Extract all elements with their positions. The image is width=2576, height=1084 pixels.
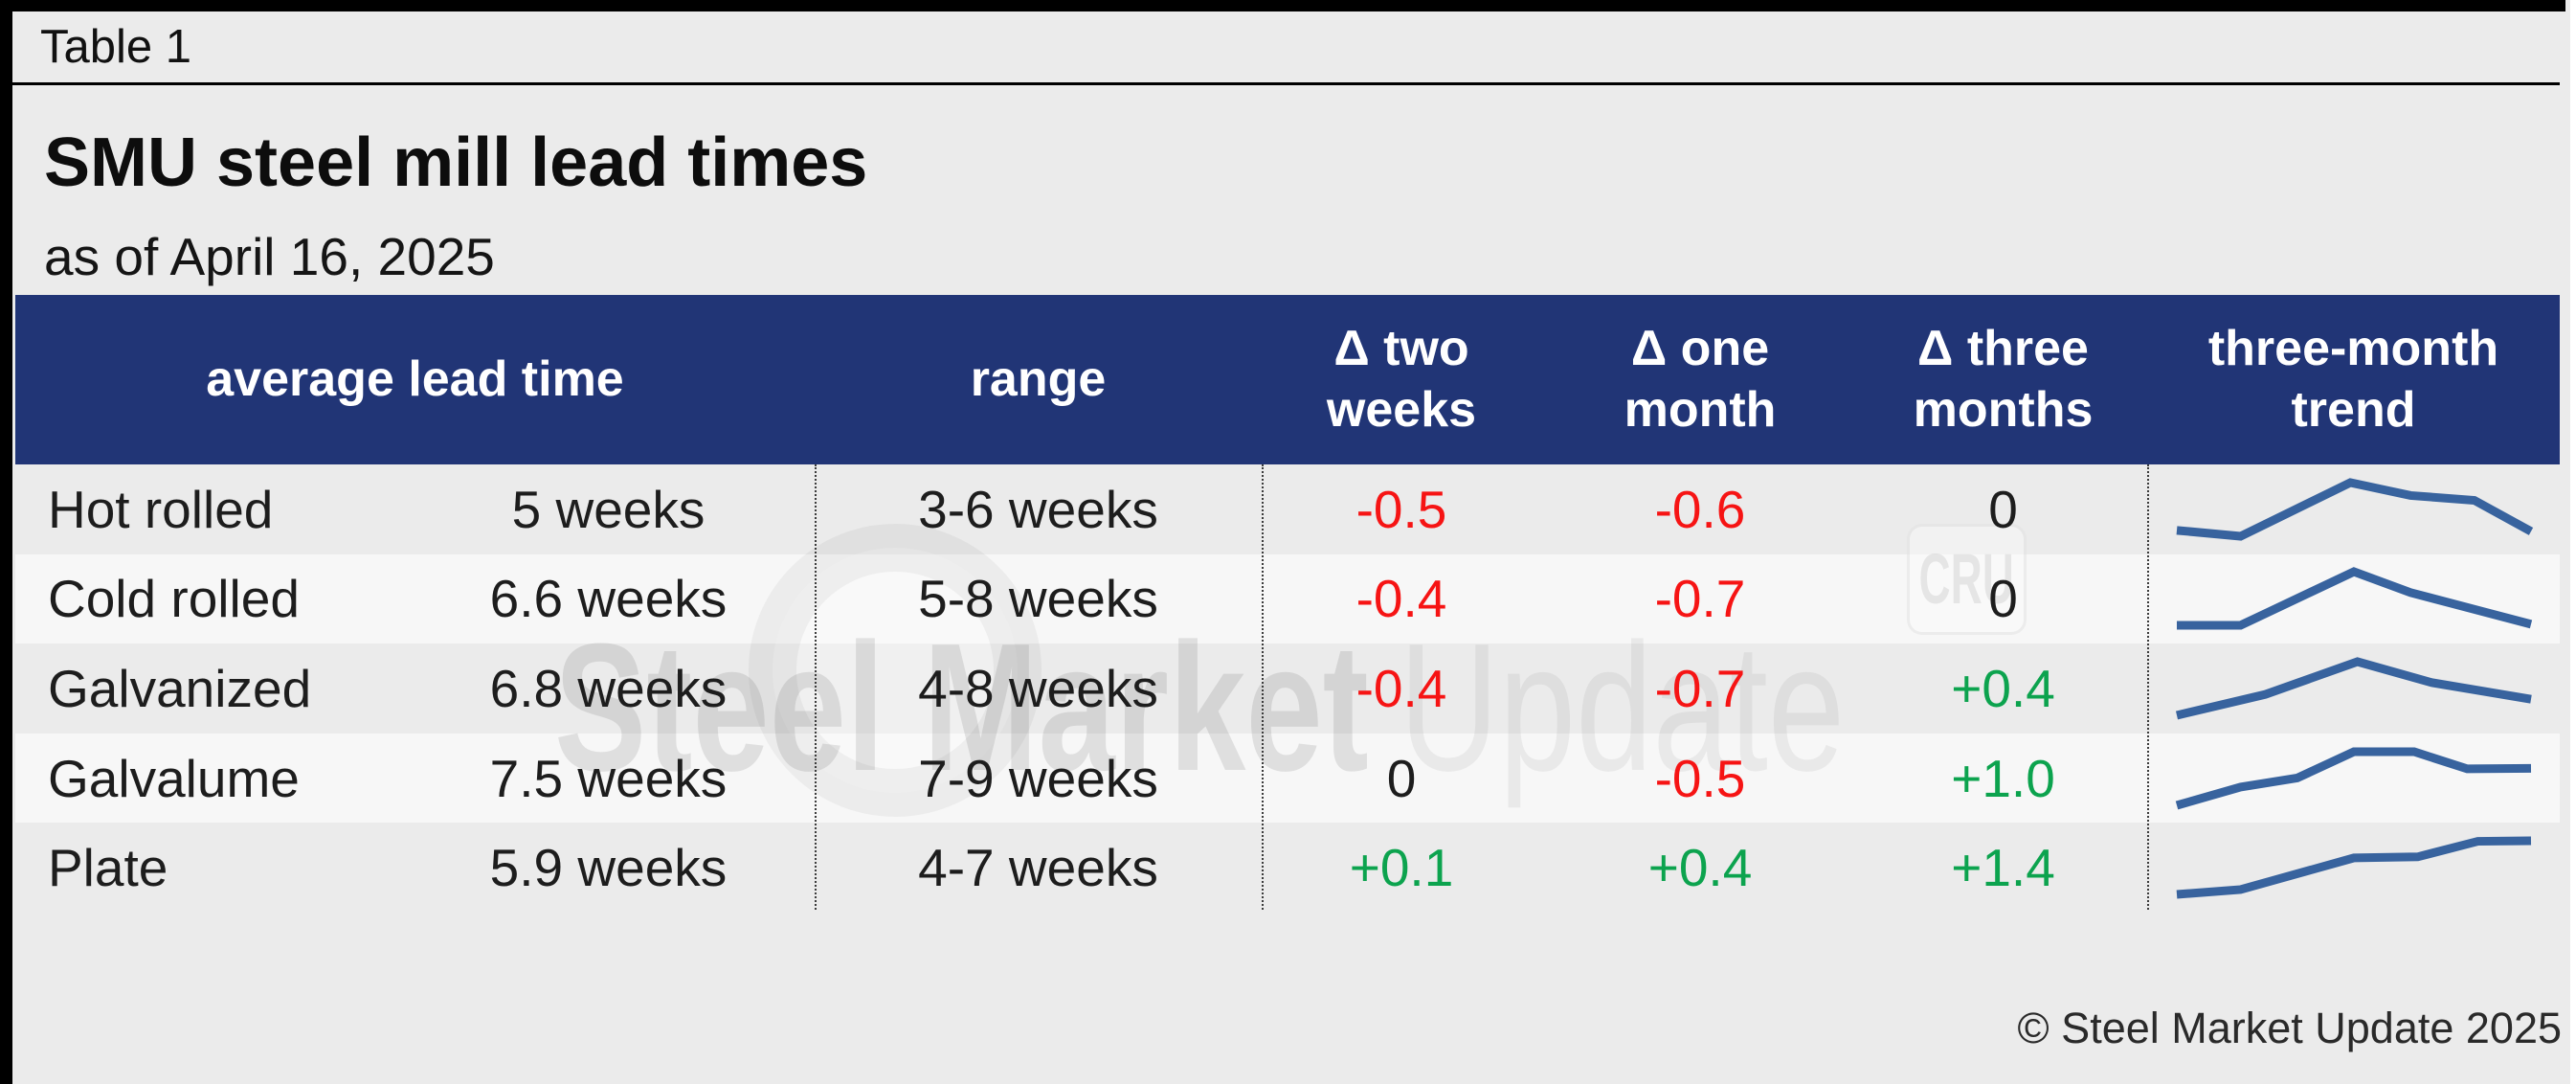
header-three-month-trend: three-month trend <box>2207 321 2499 438</box>
product-name: Plate <box>48 838 168 898</box>
product-name: Cold rolled <box>48 569 300 629</box>
product-name: Hot rolled <box>48 479 274 539</box>
header-delta-one-month: Δ one month <box>1624 321 1777 438</box>
range-value: 4-8 weeks <box>918 658 1158 718</box>
delta-three-months-value: 0 <box>1988 479 2018 539</box>
sparkline-svg <box>2177 572 2531 625</box>
delta-three-months-value: +1.4 <box>1951 838 2055 898</box>
delta-two-weeks-value: -0.4 <box>1355 569 1447 629</box>
copyright: © Steel Market Update 2025 <box>2017 1004 2562 1052</box>
avg-lead-time-value: 7.5 weeks <box>489 748 728 808</box>
delta-two-weeks-value: +0.1 <box>1349 838 1454 898</box>
column-separator <box>815 464 817 910</box>
header-delta-three-months: Δ three months <box>1913 321 2094 438</box>
delta-one-month-value: -0.7 <box>1654 569 1746 629</box>
avg-lead-time-value: 5 weeks <box>511 479 706 539</box>
right-edge-strip <box>2570 0 2576 1084</box>
trend-sparkline <box>2147 644 2560 734</box>
table-row: Cold rolled 6.6 weeks 5-8 weeks -0.4 -0.7 0 <box>15 553 2560 644</box>
column-separator <box>2147 464 2149 910</box>
delta-one-month-value: +0.4 <box>1647 838 1753 898</box>
sparkline-svg <box>2177 662 2531 715</box>
delta-one-month-value: -0.7 <box>1654 658 1746 718</box>
delta-two-weeks-value: -0.5 <box>1355 479 1447 539</box>
sparkline-svg <box>2177 752 2531 805</box>
page-title: SMU steel mill lead times <box>44 124 868 201</box>
trend-sparkline <box>2147 734 2560 824</box>
table-row: Galvalume 7.5 weeks 7-9 weeks 0 -0.5 +1.0 <box>15 733 2560 824</box>
header-range: range <box>970 350 1107 407</box>
delta-three-months-value: +0.4 <box>1951 658 2055 718</box>
range-value: 3-6 weeks <box>918 479 1158 539</box>
sparkline-svg <box>2177 483 2531 536</box>
avg-lead-time-value: 5.9 weeks <box>489 838 728 898</box>
range-value: 5-8 weeks <box>918 569 1158 629</box>
lead-times-table: average lead time range Δ two weeks Δ on… <box>15 295 2560 913</box>
table-header-row: average lead time range Δ two weeks Δ on… <box>15 295 2560 464</box>
table-body: Hot rolled 5 weeks 3-6 weeks -0.5 -0.6 0 Cold … <box>15 464 2560 913</box>
delta-two-weeks-value: 0 <box>1386 748 1417 808</box>
delta-one-month-value: -0.5 <box>1654 748 1746 808</box>
delta-two-weeks-value: -0.4 <box>1355 658 1447 718</box>
header-divider <box>12 82 2560 85</box>
sparkline-svg <box>2177 841 2531 894</box>
trend-sparkline <box>2147 464 2560 554</box>
page-subtitle: as of April 16, 2025 <box>44 227 495 286</box>
trend-sparkline <box>2147 554 2560 644</box>
header-average-lead-time: average lead time <box>206 350 624 407</box>
avg-lead-time-value: 6.8 weeks <box>489 658 728 718</box>
table-row: Hot rolled 5 weeks 3-6 weeks -0.5 -0.6 0 <box>15 464 2560 554</box>
range-value: 7-9 weeks <box>918 748 1158 808</box>
column-separator <box>1262 464 1264 910</box>
product-name: Galvalume <box>48 748 300 808</box>
product-name: Galvanized <box>48 658 312 718</box>
delta-one-month-value: -0.6 <box>1654 479 1746 539</box>
delta-three-months-value: +1.0 <box>1951 748 2055 808</box>
range-value: 4-7 weeks <box>918 838 1158 898</box>
header-delta-two-weeks: Δ two weeks <box>1326 321 1477 438</box>
table-tag: Table 1 <box>40 21 192 73</box>
trend-sparkline <box>2147 823 2560 913</box>
table-row: Galvanized 6.8 weeks 4-8 weeks -0.4 -0.7 +0.4 <box>15 644 2560 734</box>
delta-three-months-value: 0 <box>1988 569 2018 629</box>
avg-lead-time-value: 6.6 weeks <box>489 569 728 629</box>
top-black-bar <box>0 0 2565 11</box>
table-row: Plate 5.9 weeks 4-7 weeks +0.1 +0.4 +1.4 <box>15 823 2560 913</box>
left-black-bar <box>0 0 12 1084</box>
